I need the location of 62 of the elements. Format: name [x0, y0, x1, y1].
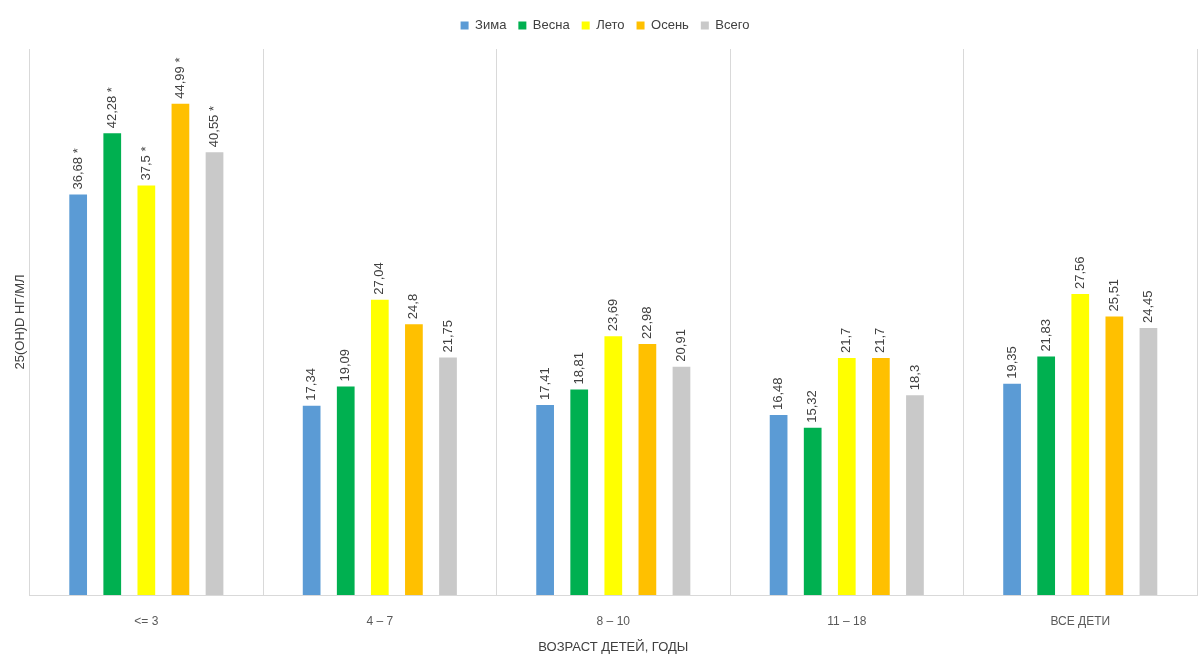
data-label: 15,32 — [804, 390, 820, 423]
bar — [1071, 294, 1090, 595]
bar — [837, 358, 856, 595]
legend-label: Всего — [715, 17, 750, 33]
legend-label: Зима — [475, 17, 508, 33]
bar — [1105, 316, 1124, 595]
bar — [405, 324, 423, 595]
x-tick-label: <= 3 — [134, 613, 159, 628]
bar — [906, 395, 924, 595]
data-label: 23,69 — [604, 298, 620, 332]
bar — [604, 336, 623, 595]
data-label: 24,45 — [1140, 290, 1156, 324]
bar — [69, 194, 88, 595]
bar — [103, 133, 122, 595]
bar — [872, 358, 890, 595]
data-label: 19,09 — [337, 348, 353, 382]
data-label: 21,75 — [439, 319, 455, 353]
legend-label: Осень — [651, 17, 690, 33]
data-label: 17,41 — [536, 367, 552, 400]
data-label: 25,51 — [1105, 278, 1121, 312]
data-label: 21,7 — [872, 327, 888, 354]
bar — [1037, 356, 1056, 595]
data-label: 27,04 — [371, 262, 387, 295]
bar — [302, 405, 321, 595]
y-axis-title: 25(OH)D НГ/МЛ — [12, 274, 28, 370]
bar — [672, 366, 691, 595]
data-label: 44,99 * — [172, 57, 188, 99]
data-label: 20,91 — [673, 329, 689, 362]
bar — [205, 152, 224, 595]
data-label: 24,8 — [405, 293, 421, 320]
data-label: 22,98 — [638, 306, 654, 340]
bar — [171, 103, 190, 595]
bar — [1139, 328, 1158, 595]
bar — [570, 389, 589, 595]
data-label: 37,5 * — [137, 146, 153, 181]
bar — [1003, 383, 1021, 595]
data-label: 17,34 — [303, 368, 319, 401]
bar — [439, 357, 457, 595]
bar — [336, 386, 355, 595]
data-label: 42,28 * — [103, 87, 119, 129]
bar — [370, 299, 389, 595]
x-tick-label: 11 – 18 — [827, 613, 867, 628]
data-label: 19,35 — [1003, 346, 1019, 379]
data-label: 27,56 — [1071, 256, 1087, 290]
data-label: 21,7 — [838, 327, 854, 354]
x-axis-title: ВОЗРАСТ ДЕТЕЙ, ГОДЫ — [538, 638, 689, 654]
data-label: 21,83 — [1037, 319, 1053, 352]
bar — [137, 185, 156, 595]
legend-label: Весна — [532, 17, 571, 33]
bar — [638, 344, 657, 595]
data-label: 36,68 * — [69, 148, 85, 190]
data-label: 18,81 — [570, 352, 586, 385]
x-tick-label: ВСЕ ДЕТИ — [1050, 613, 1111, 628]
bar — [769, 415, 788, 595]
legend-label: Лето — [596, 17, 625, 33]
x-tick-label: 8 – 10 — [596, 613, 631, 628]
bar — [536, 404, 554, 595]
data-label: 16,48 — [770, 377, 786, 411]
data-label: 18,3 — [906, 364, 922, 391]
bar — [803, 427, 822, 595]
x-tick-label: 4 – 7 — [366, 613, 394, 628]
data-label: 40,55 * — [206, 105, 222, 148]
